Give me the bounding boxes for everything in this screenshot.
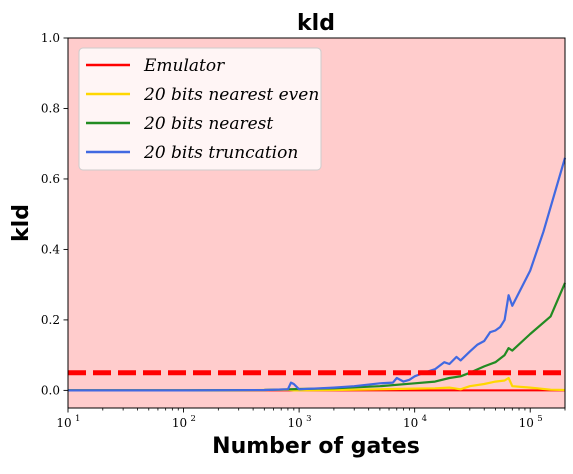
x-tick-exponent: 5 [537,414,542,424]
y-tick-label: 0.8 [41,101,60,115]
legend-label-0: Emulator [143,56,225,76]
x-tick-exponent: 2 [191,414,196,424]
legend-box [78,47,322,171]
y-tick-label: 1.0 [41,31,60,45]
y-tick-label: 0.4 [41,242,60,256]
x-tick-exponent: 3 [306,414,311,424]
y-tick-label: 0.2 [41,313,60,327]
y-axis-label: kld [9,204,34,242]
y-tick-label: 0.6 [41,172,60,186]
chart-title: kld [297,11,335,36]
x-tick-label: 10 [172,416,187,430]
x-tick-label: 10 [403,416,418,430]
x-tick-label: 10 [56,416,71,430]
legend-label-3: 20 bits truncation [143,143,298,163]
plot-frame [67,37,566,409]
x-tick-label: 10 [287,416,302,430]
x-tick-label: 10 [519,416,534,430]
x-axis-label: Number of gates [212,434,420,459]
y-tick-label: 0.0 [41,383,60,397]
x-tick-exponent: 1 [75,414,80,424]
legend-label-1: 20 bits nearest even [143,85,319,105]
legend: Emulator 20 bits nearest even 20 bits near… [78,47,322,171]
series-line-2 [68,282,567,392]
legend-label-2: 20 bits nearest [143,114,273,134]
x-tick-exponent: 4 [422,414,427,424]
